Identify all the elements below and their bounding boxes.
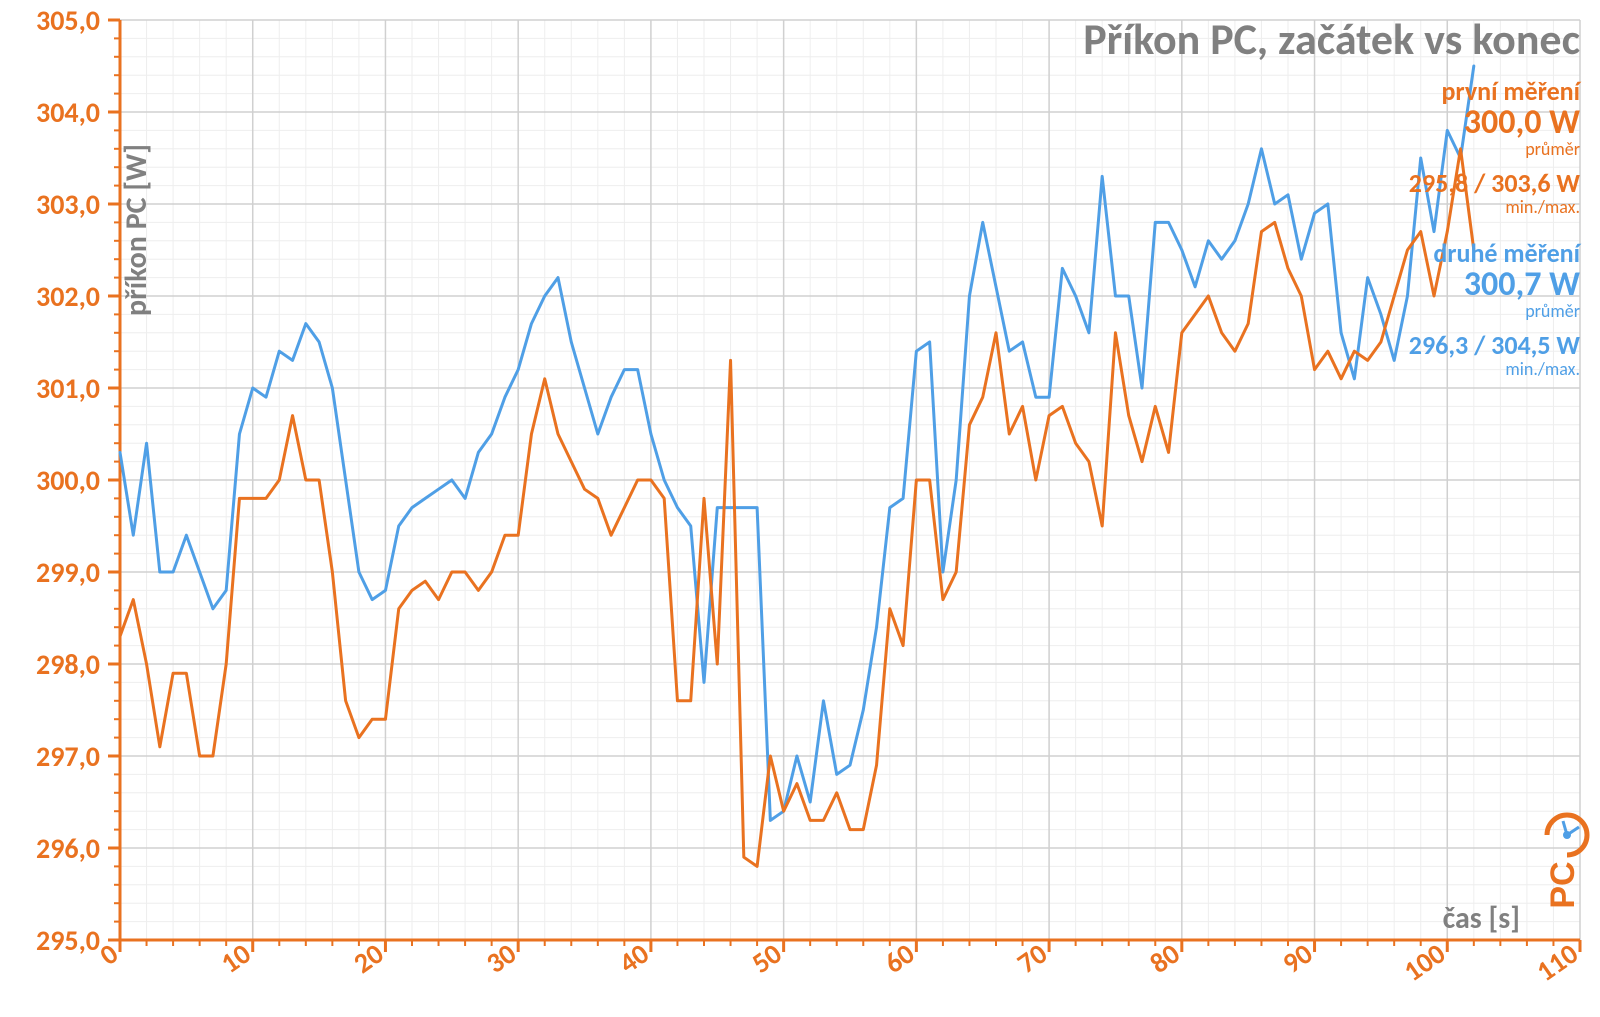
y-axis-label: příkon PC [W] [118,144,155,316]
watermark-logo: tuning PC [1542,627,1592,907]
logo-text-pc: PC [1544,861,1582,907]
chart-container: 295,0 296,0 297,0 298,0 299,0 300,0 301,0 302,0… [0,0,1600,1017]
svg-text:302,0: 302,0 [36,279,100,314]
annot-blue-minmax-sub: min./max. [1505,360,1580,379]
svg-text:303,0: 303,0 [36,187,100,222]
chart-svg: 295,0 296,0 297,0 298,0 299,0 300,0 301,0 302,0… [0,0,1600,1017]
svg-text:298,0: 298,0 [36,647,100,682]
annot-blue-minmax: 296,3 / 304,5 W [1409,332,1580,359]
annot-blue-avg-sub: průměr [1525,302,1580,321]
annot-orange-avg-sub: průměr [1525,140,1580,159]
svg-text:301,0: 301,0 [36,371,100,406]
svg-text:299,0: 299,0 [36,555,100,590]
annot-blue-avg: 300,7 W [1464,267,1580,303]
chart-title: Příkon PC, začátek vs konec [1083,12,1580,66]
svg-text:305,0: 305,0 [36,3,100,38]
annot-orange-avg: 300,0 W [1464,105,1580,141]
svg-text:300,0: 300,0 [36,463,100,498]
annot-orange-minmax-sub: min./max. [1505,198,1580,217]
svg-text:296,0: 296,0 [36,831,100,866]
svg-text:297,0: 297,0 [36,739,100,774]
svg-text:304,0: 304,0 [36,95,100,130]
annot-orange-minmax: 295,8 / 303,6 W [1409,170,1580,197]
x-axis-label: čas [s] [1443,900,1520,937]
logo-text-tuning: tuning [1587,665,1592,769]
svg-text:295,0: 295,0 [36,923,100,958]
